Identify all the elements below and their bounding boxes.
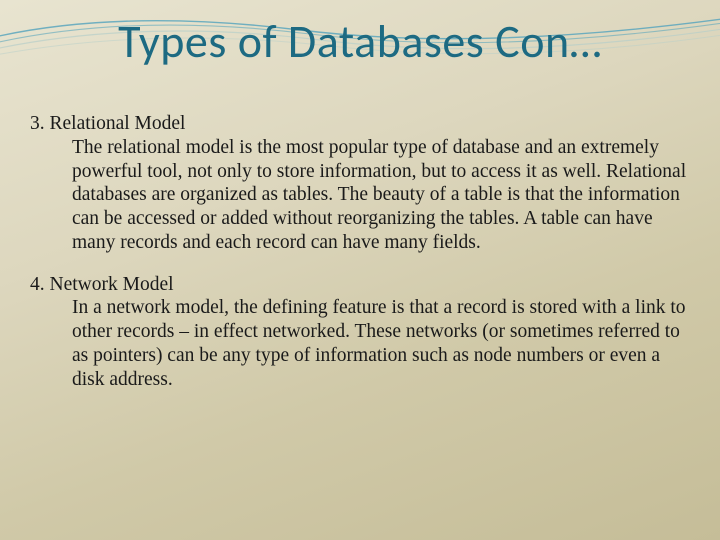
- item-body-4: In a network model, the defining feature…: [72, 296, 690, 391]
- slide-title: Types of Databases Con…: [0, 14, 720, 70]
- item-heading-4: 4. Network Model: [30, 273, 690, 297]
- item-heading-3: 3. Relational Model: [30, 112, 690, 136]
- item-body-3: The relational model is the most popular…: [72, 136, 690, 255]
- slide: Types of Databases Con… 3. Relational Mo…: [0, 0, 720, 540]
- slide-body: 3. Relational Model The relational model…: [30, 112, 690, 410]
